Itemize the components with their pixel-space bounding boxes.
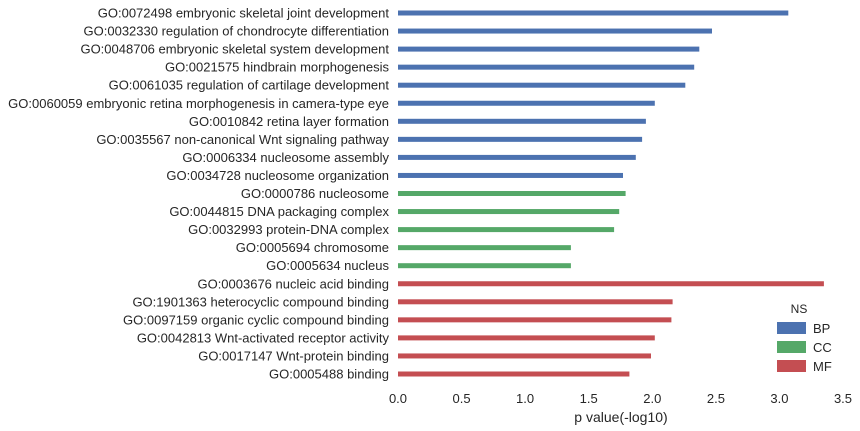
legend-label: MF (813, 359, 832, 374)
legend-swatch (777, 341, 806, 353)
bar-layer (398, 10, 824, 377)
bar (398, 82, 686, 88)
x-tick-layer: 0.0 0.5 1.0 1.5 2.0 2.5 3.0 3.5 (389, 391, 852, 406)
category-label: GO:0035567 non-canonical Wnt signaling p… (96, 132, 389, 147)
category-label: GO:0017147 Wnt-protein binding (198, 348, 389, 363)
category-label: GO:0060059 embryonic retina morphogenesi… (8, 96, 389, 111)
bar (398, 46, 700, 52)
category-label-layer: GO:0072498 embryonic skeletal joint deve… (8, 6, 389, 382)
category-label: GO:0003676 nucleic acid binding (197, 276, 389, 291)
bar (398, 263, 571, 269)
x-tick-label: 1.5 (580, 391, 598, 406)
bar (398, 64, 695, 70)
category-label: GO:0000786 nucleosome (241, 186, 389, 201)
category-label: GO:0006334 nucleosome assembly (182, 150, 389, 165)
bar (398, 118, 646, 124)
bar (398, 245, 571, 251)
bar (398, 227, 615, 233)
category-label: GO:0072498 embryonic skeletal joint deve… (98, 6, 390, 21)
legend-label: CC (813, 340, 832, 355)
bar (398, 10, 789, 16)
category-label: GO:0005634 nucleus (266, 258, 389, 273)
category-label: GO:0042813 Wnt-activated receptor activi… (137, 330, 390, 345)
category-label: GO:0032993 protein-DNA complex (188, 222, 389, 237)
x-tick-label: 2.0 (643, 391, 661, 406)
bar (398, 335, 655, 341)
bar (398, 317, 672, 323)
category-label: GO:0044815 DNA packaging complex (169, 204, 389, 219)
legend-label: BP (813, 321, 830, 336)
category-label: GO:0034728 nucleosome organization (166, 168, 389, 183)
x-tick-label: 3.0 (770, 391, 788, 406)
bar (398, 281, 824, 287)
bar (398, 353, 651, 359)
x-tick-label: 3.5 (834, 391, 852, 406)
category-label: GO:0010842 retina layer formation (189, 114, 389, 129)
legend: NS BP CC MF (777, 302, 832, 374)
x-tick-label: 0.5 (453, 391, 471, 406)
bar (398, 28, 712, 34)
category-label: GO:0005488 binding (269, 367, 389, 382)
x-tick-label: 1.0 (516, 391, 534, 406)
bar (398, 172, 623, 178)
category-label: GO:0048706 embryonic skeletal system dev… (80, 42, 389, 57)
category-label: GO:0097159 organic cyclic compound bindi… (123, 312, 389, 327)
bar (398, 100, 655, 106)
category-label: GO:0061035 regulation of cartilage devel… (109, 78, 390, 93)
bar (398, 209, 620, 215)
bar (398, 154, 636, 160)
category-label: GO:1901363 heterocyclic compound binding (132, 294, 389, 309)
bar (398, 136, 643, 142)
bar (398, 299, 673, 305)
bar (398, 371, 630, 377)
legend-swatch (777, 360, 806, 372)
x-tick-label: 2.5 (707, 391, 725, 406)
legend-swatch (777, 322, 806, 334)
bar (398, 191, 626, 196)
x-axis-title: p value(-log10) (574, 409, 667, 425)
category-label: GO:0021575 hindbrain morphogenesis (165, 60, 390, 75)
x-tick-label: 0.0 (389, 391, 407, 406)
category-label: GO:0032330 regulation of chondrocyte dif… (84, 24, 389, 39)
legend-title: NS (791, 302, 808, 316)
category-label: GO:0005694 chromosome (236, 240, 389, 255)
